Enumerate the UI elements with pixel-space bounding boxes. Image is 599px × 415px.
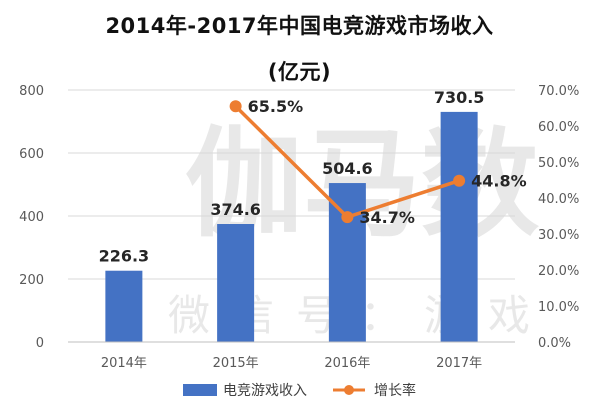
bar	[328, 183, 366, 342]
x-tick-label: 2017年	[436, 356, 482, 371]
bar	[217, 224, 255, 342]
bar	[105, 270, 143, 342]
y-left-tick-label: 400	[19, 210, 44, 225]
line-value-label: 44.8%	[471, 172, 527, 191]
bar-series: 226.3 374.6 504.6 730.5	[99, 88, 485, 342]
legend-label: 增长率	[374, 382, 416, 399]
y-right-tick-label: 60.0%	[538, 120, 579, 135]
bar-value-label: 730.5	[434, 88, 485, 107]
bar	[440, 111, 478, 342]
line-point	[341, 211, 354, 224]
chart-title: 2014年-2017年中国电竞游戏市场收入	[105, 14, 494, 38]
x-tick-label: 2016年	[324, 356, 370, 371]
y-right-tick-label: 30.0%	[538, 228, 579, 243]
x-axis: 2014年 2015年 2016年 2017年	[68, 341, 515, 371]
y-left-tick-label: 800	[19, 84, 44, 99]
bar-value-label: 374.6	[210, 200, 261, 219]
bar-value-label: 226.3	[99, 247, 150, 266]
y-right-tick-label: 70.0%	[538, 84, 579, 99]
line-value-label: 65.5%	[248, 97, 304, 116]
legend-swatch-marker	[344, 385, 354, 395]
y-right-tick-label: 40.0%	[538, 192, 579, 207]
legend-label: 电竞游戏收入	[223, 382, 307, 399]
y-right-tick-label: 0.0%	[538, 336, 571, 351]
y-right-tick-label: 50.0%	[538, 156, 579, 171]
y-left-tick-label: 200	[19, 273, 44, 288]
y-right-tick-label: 10.0%	[538, 300, 579, 315]
y-right-tick-label: 20.0%	[538, 264, 579, 279]
legend-swatch-bar	[183, 384, 217, 396]
line-point	[229, 100, 242, 113]
y-left-tick-label: 600	[19, 147, 44, 162]
line-series: 65.5% 34.7% 44.8%	[229, 97, 527, 227]
bar-value-label: 504.6	[322, 159, 373, 178]
legend: 电竞游戏收入 增长率	[183, 382, 416, 399]
chart-subtitle: (亿元)	[267, 60, 332, 84]
y-left-tick-label: 0	[36, 336, 44, 351]
y-axis-left: 0 200 400 600 800	[19, 84, 44, 351]
y-axis-right: 0.0% 10.0% 20.0% 30.0% 40.0% 50.0% 60.0% 70.0%	[538, 84, 579, 351]
line-value-label: 34.7%	[359, 208, 415, 227]
x-tick-label: 2014年	[101, 356, 147, 371]
x-tick-label: 2015年	[213, 356, 259, 371]
line-point	[453, 174, 466, 187]
